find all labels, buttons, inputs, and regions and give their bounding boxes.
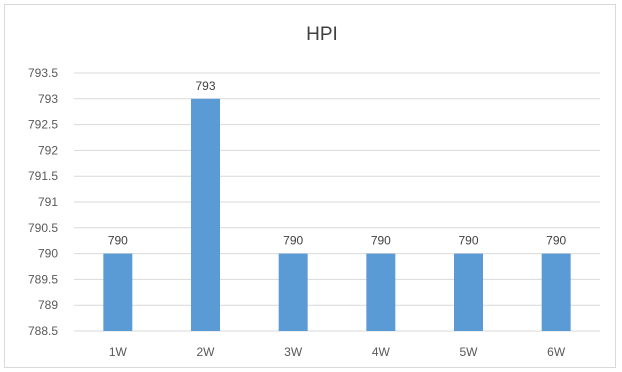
data-label-6w: 790	[546, 234, 566, 248]
bar-1w	[103, 253, 133, 331]
grid-lines	[74, 72, 600, 332]
data-label-5w: 790	[458, 234, 478, 248]
y-tick-label: 789	[38, 298, 58, 312]
y-axis-tick-labels: 788.5 789 789.5 790 790.5 791 791.5 792 792.5 793…	[28, 66, 58, 338]
y-tick-label: 793.5	[28, 66, 58, 80]
y-tick-label: 788.5	[28, 324, 58, 338]
bar-3w	[278, 253, 308, 331]
y-tick-label: 792.5	[28, 118, 58, 132]
x-tick-label-4w: 4W	[372, 345, 391, 359]
bar-4w	[366, 253, 396, 331]
data-label-2w: 793	[195, 79, 215, 93]
data-label-3w: 790	[283, 234, 303, 248]
data-label-1w: 790	[108, 234, 128, 248]
x-tick-label-2w: 2W	[197, 345, 216, 359]
chart-title: HPI	[306, 24, 338, 45]
y-tick-label: 791	[38, 195, 58, 209]
bar-6w	[541, 253, 571, 331]
bars	[103, 98, 571, 331]
y-tick-label: 789.5	[28, 272, 58, 286]
y-tick-label: 792	[38, 143, 58, 157]
bar-5w	[454, 253, 483, 331]
data-label-4w: 790	[371, 234, 391, 248]
x-tick-label-5w: 5W	[460, 345, 479, 359]
data-labels: 790 793 790 790 790 790	[108, 79, 567, 248]
y-tick-label: 791.5	[28, 169, 58, 183]
y-tick-label: 793	[38, 92, 58, 106]
y-tick-label: 790.5	[28, 221, 58, 235]
x-tick-label-6w: 6W	[547, 345, 566, 359]
x-axis-tick-labels: 1W 2W 3W 4W 5W 6W	[109, 345, 566, 359]
y-tick-label: 790	[38, 247, 58, 261]
x-tick-label-3w: 3W	[284, 345, 303, 359]
bar-2w	[191, 98, 220, 331]
x-tick-label-1w: 1W	[109, 345, 128, 359]
